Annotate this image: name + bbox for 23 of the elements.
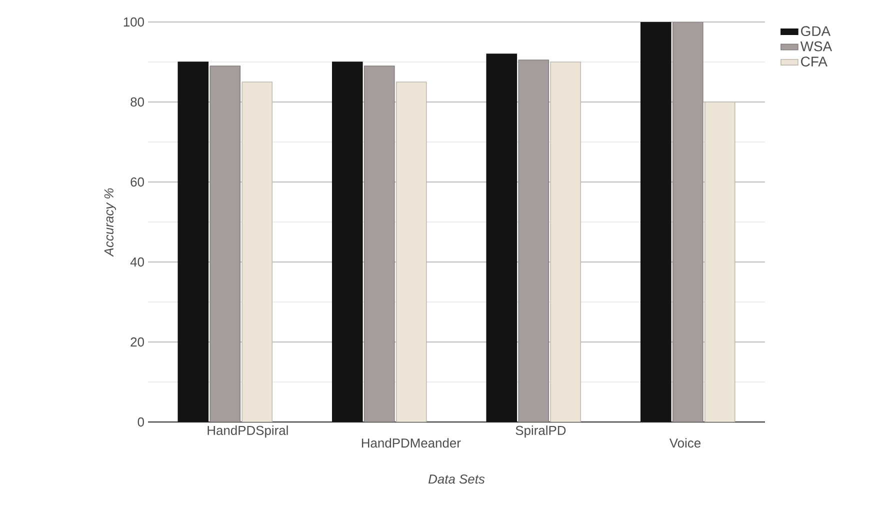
y-tick-label: 40 (130, 257, 144, 267)
x-tick-label: HandPDSpiral (208, 426, 288, 438)
legend-label: CFA (801, 56, 828, 66)
bar (518, 60, 550, 422)
x-axis-title: Data Sets (428, 474, 485, 484)
y-tick-label: 20 (130, 337, 144, 347)
x-tick-label: SpiralPD (516, 426, 566, 438)
bar (210, 66, 241, 422)
legend-label: GDA (801, 26, 831, 36)
bar (364, 66, 395, 422)
bar (242, 82, 273, 422)
y-tick-label: 100 (124, 17, 144, 27)
bar (672, 22, 704, 422)
y-tick-label: 60 (130, 177, 144, 187)
x-tick-label: HandPDMeander (362, 438, 461, 448)
x-tick-label: Voice (669, 438, 701, 448)
y-tick-label: 80 (130, 97, 144, 107)
bar (396, 82, 427, 422)
legend-label: WSA (800, 41, 832, 52)
y-tick-label: 0 (138, 417, 144, 427)
bar (704, 102, 736, 422)
bar (550, 62, 582, 422)
y-axis-title: Accuracy % (104, 188, 116, 257)
